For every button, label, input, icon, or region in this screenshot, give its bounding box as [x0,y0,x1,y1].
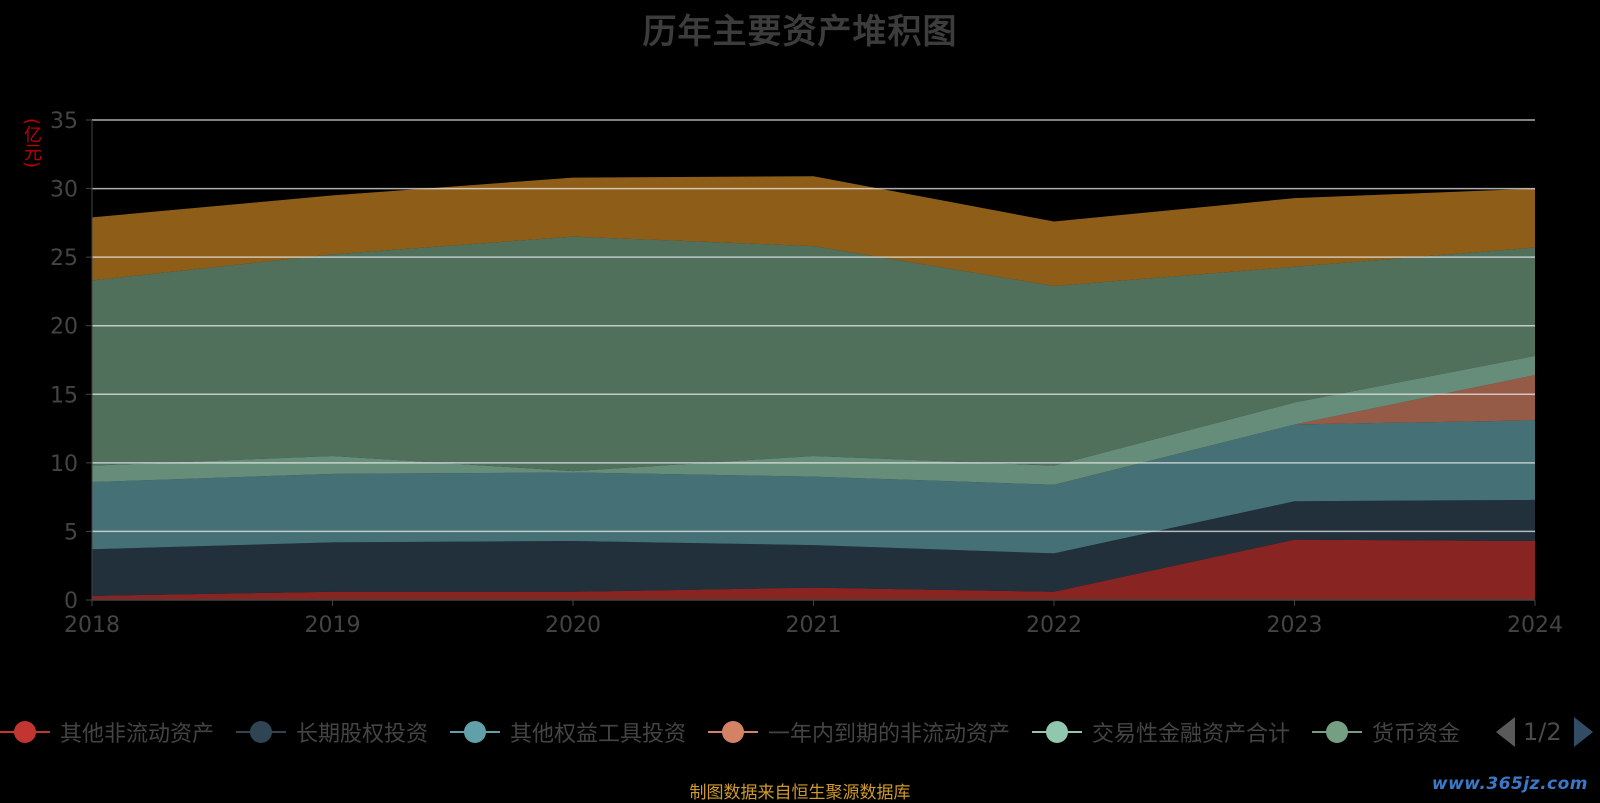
legend-item-5[interactable]: 货币资金 [1312,710,1460,754]
x-tick-label-2021: 2021 [786,613,842,638]
legend-label: 货币资金 [1372,722,1461,747]
area-series-4 [92,355,1535,485]
chart-legend: 其他非流动资产 长期股权投资 其他权益工具投资 一年内到期的非流动资产 交易性金融资产合… [0,710,1482,754]
y-tick-label-25: 25 [50,246,78,271]
legend-page-indicator: 1/2 [1523,718,1562,746]
legend-label: 其他非流动资产 [60,722,215,747]
legend-item-2[interactable]: 其他权益工具投资 [450,710,686,754]
legend-marker-icon [450,710,500,754]
legend-marker-icon [236,710,286,754]
legend-marker-icon [1312,710,1362,754]
y-tick-label-10: 10 [50,452,78,477]
legend-pager: 1/2 [1496,710,1593,754]
legend-label: 交易性金融资产合计 [1092,722,1291,747]
legend-prev-page-icon[interactable] [1496,717,1515,747]
legend-marker-icon [708,710,758,754]
legend-item-1[interactable]: 长期股权投资 [236,710,428,754]
y-tick-label-15: 15 [50,383,78,408]
legend-marker-icon [1032,710,1082,754]
legend-label: 其他权益工具投资 [510,722,687,747]
legend-marker-icon [0,710,50,754]
y-tick-label-20: 20 [50,315,78,340]
y-tick-label-30: 30 [50,178,78,203]
area-series-0 [92,539,1535,600]
legend-item-4[interactable]: 交易性金融资产合计 [1032,710,1290,754]
legend-item-0[interactable]: 其他非流动资产 [0,710,214,754]
y-tick-label-35: 35 [50,109,78,134]
x-tick-label-2022: 2022 [1026,613,1082,638]
area-series-5 [92,236,1535,472]
area-series-6 [92,176,1535,286]
legend-label: 长期股权投资 [296,722,429,747]
legend-label: 一年内到期的非流动资产 [768,722,1011,747]
area-chart: 0 5 10 15 20 25 30 35 2018 2019 2020 2021 2022 2023 20… [50,109,1563,638]
y-tick-label-0: 0 [64,589,78,614]
x-tick-label-2018: 2018 [64,613,120,638]
legend-next-page-icon[interactable] [1573,717,1593,747]
data-source-note: 制图数据来自恒生聚源数据库 [689,783,911,803]
site-watermark: www.365jz.com [1431,774,1588,794]
y-tick-label-5: 5 [64,520,78,545]
x-tick-label-2024: 2024 [1507,613,1563,638]
x-tick-label-2019: 2019 [305,613,361,638]
legend-item-3[interactable]: 一年内到期的非流动资产 [708,710,1010,754]
chart-title: 历年主要资产堆积图 [642,12,958,52]
y-axis-unit-label: (亿元) [21,118,42,169]
x-tick-label-2020: 2020 [545,613,601,638]
area-series-1 [92,499,1535,596]
x-tick-label-2023: 2023 [1267,613,1323,638]
area-series-2 [92,420,1535,554]
